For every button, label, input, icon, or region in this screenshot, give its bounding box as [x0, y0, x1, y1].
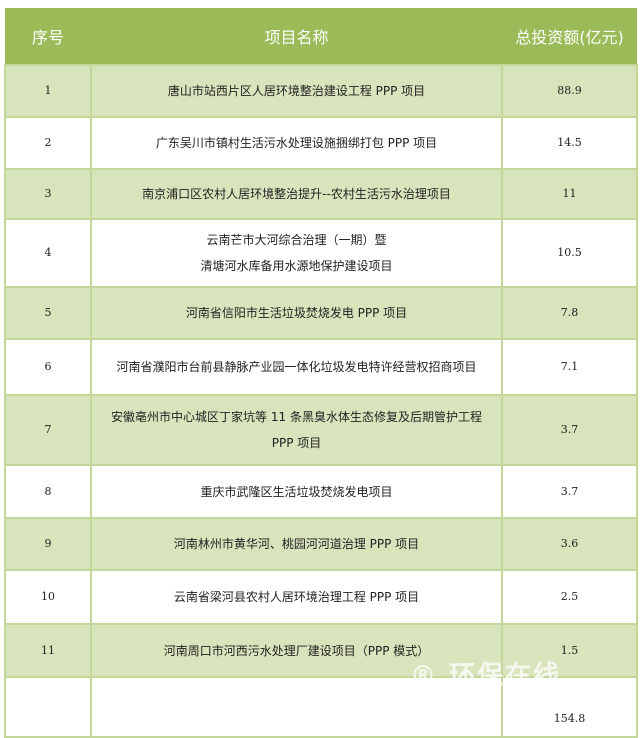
cell-index: 6 [4, 338, 92, 396]
cell-name: 河南省濮阳市台前县静脉产业园一体化垃圾发电特许经营权招商项目 [90, 338, 503, 396]
table-row: 4 云南芒市大河综合治理（一期）暨 清塘河水库备用水源地保护建设项目 10.5 [4, 218, 638, 288]
cell-amount: 3.7 [501, 394, 638, 466]
table-row: 1 唐山市站西片区人居环境整治建设工程 PPP 项目 88.9 [4, 64, 638, 118]
cell-name: 云南省梁河县农村人居环境治理工程 PPP 项目 [90, 569, 503, 625]
cell-name: 南京浦口区农村人居环境整治提升--农村生活污水治理项目 [90, 168, 503, 220]
cell-name: 河南林州市黄华河、桃园河河道治理 PPP 项目 [90, 517, 503, 571]
total-row: 154.8 [4, 676, 638, 738]
cell-amount: 7.8 [501, 286, 638, 340]
name-line: 河南省信阳市生活垃圾焚烧发电 PPP 项目 [185, 306, 408, 320]
table-row: 6 河南省濮阳市台前县静脉产业园一体化垃圾发电特许经营权招商项目 7.1 [4, 338, 638, 396]
cell-amount: 10.5 [501, 218, 638, 288]
cell-index: 1 [4, 64, 92, 118]
name-line: 河南省濮阳市台前县静脉产业园一体化垃圾发电特许经营权招商项目 [116, 360, 477, 374]
table-row: 2 广东吴川市镇村生活污水处理设施捆绑打包 PPP 项目 14.5 [4, 116, 638, 170]
cell-amount: 88.9 [501, 64, 638, 118]
table-header: 序号 项目名称 总投资额(亿元) [5, 8, 637, 65]
name-line: 河南周口市河西污水处理厂建设项目（PPP 模式） [163, 643, 430, 658]
name-line: 唐山市站西片区人居环境整治建设工程 PPP 项目 [167, 84, 426, 98]
total-amount: 154.8 [501, 676, 638, 738]
cell-name: 河南周口市河西污水处理厂建设项目（PPP 模式） [90, 623, 503, 678]
cell-index: 7 [4, 394, 92, 466]
name-line: 河南林州市黄华河、桃园河河道治理 PPP 项目 [173, 537, 420, 551]
cell-index: 4 [4, 218, 92, 288]
cell-index: 5 [4, 286, 92, 340]
table-row: 11 河南周口市河西污水处理厂建设项目（PPP 模式） 1.5 [4, 623, 638, 678]
name-line: 广东吴川市镇村生活污水处理设施捆绑打包 PPP 项目 [155, 136, 438, 150]
header-index: 序号 [5, 8, 91, 65]
cell-name: 云南芒市大河综合治理（一期）暨 清塘河水库备用水源地保护建设项目 [90, 218, 503, 288]
total-name [90, 676, 503, 738]
cell-index: 9 [4, 517, 92, 571]
cell-name: 安徽亳州市中心城区丁家坑等 11 条黑臭水体生态修复及后期管护工程 PPP 项目 [90, 394, 503, 466]
name-line: 云南芒市大河综合治理（一期）暨 [206, 233, 387, 247]
cell-index: 11 [4, 623, 92, 678]
cell-index: 8 [4, 464, 92, 519]
name-line: PPP 项目 [271, 436, 322, 450]
name-line: 清塘河水库备用水源地保护建设项目 [200, 259, 393, 273]
header-name: 项目名称 [91, 8, 502, 65]
table-row: 7 安徽亳州市中心城区丁家坑等 11 条黑臭水体生态修复及后期管护工程 PPP 项目… [4, 394, 638, 466]
header-amount: 总投资额(亿元) [502, 8, 637, 65]
cell-index: 10 [4, 569, 92, 625]
total-index [4, 676, 92, 738]
name-line: 云南省梁河县农村人居环境治理工程 PPP 项目 [173, 590, 420, 604]
name-line: 南京浦口区农村人居环境整治提升--农村生活污水治理项目 [142, 187, 451, 201]
cell-amount: 2.5 [501, 569, 638, 625]
table-row: 8 重庆市武隆区生活垃圾焚烧发电项目 3.7 [4, 464, 638, 519]
cell-amount: 14.5 [501, 116, 638, 170]
cell-name: 广东吴川市镇村生活污水处理设施捆绑打包 PPP 项目 [90, 116, 503, 170]
name-line: 重庆市武隆区生活垃圾焚烧发电项目 [200, 484, 393, 499]
cell-amount: 3.7 [501, 464, 638, 519]
cell-name: 河南省信阳市生活垃圾焚烧发电 PPP 项目 [90, 286, 503, 340]
table-row: 3 南京浦口区农村人居环境整治提升--农村生活污水治理项目 11 [4, 168, 638, 220]
cell-name: 重庆市武隆区生活垃圾焚烧发电项目 [90, 464, 503, 519]
name-line: 安徽亳州市中心城区丁家坑等 11 条黑臭水体生态修复及后期管护工程 [111, 410, 482, 424]
cell-index: 3 [4, 168, 92, 220]
table-row: 9 河南林州市黄华河、桃园河河道治理 PPP 项目 3.6 [4, 517, 638, 571]
cell-amount: 3.6 [501, 517, 638, 571]
cell-amount: 11 [501, 168, 638, 220]
table-row: 5 河南省信阳市生活垃圾焚烧发电 PPP 项目 7.8 [4, 286, 638, 340]
project-table: 序号 项目名称 总投资额(亿元) 1 唐山市站西片区人居环境整治建设工程 PPP … [4, 8, 638, 738]
cell-amount: 7.1 [501, 338, 638, 396]
table-row: 10 云南省梁河县农村人居环境治理工程 PPP 项目 2.5 [4, 569, 638, 625]
cell-index: 2 [4, 116, 92, 170]
cell-amount: 1.5 [501, 623, 638, 678]
cell-name: 唐山市站西片区人居环境整治建设工程 PPP 项目 [90, 64, 503, 118]
